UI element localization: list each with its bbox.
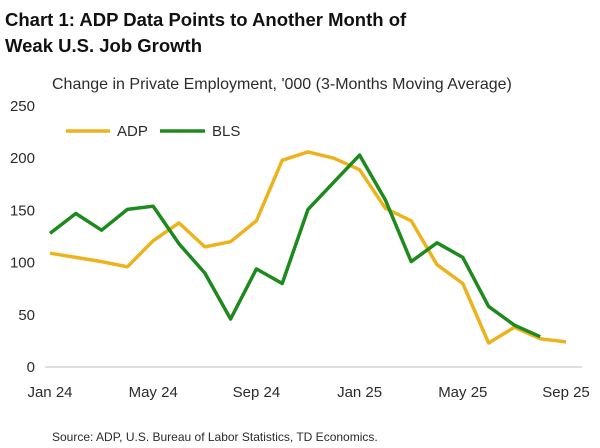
data-point-bls[interactable] xyxy=(124,206,130,212)
y-tick-label: 200 xyxy=(10,150,35,167)
x-tick-label: Sep 24 xyxy=(233,384,281,401)
data-point-adp[interactable] xyxy=(99,259,105,265)
data-point-bls[interactable] xyxy=(357,152,363,158)
data-point-bls[interactable] xyxy=(305,206,311,212)
x-tick-label: Jan 24 xyxy=(27,384,72,401)
y-tick-label: 250 xyxy=(10,98,35,115)
chart-title-line-1: Chart 1: ADP Data Points to Another Mont… xyxy=(5,9,407,30)
data-point-bls[interactable] xyxy=(150,203,156,209)
data-point-adp[interactable] xyxy=(150,238,156,244)
data-point-bls[interactable] xyxy=(99,227,105,233)
chart-subtitle: Change in Private Employment, '000 (3-Mo… xyxy=(52,76,512,93)
data-point-adp[interactable] xyxy=(73,254,79,260)
y-axis-ticks: 0 50 100 150 200 250 xyxy=(10,98,35,376)
data-point-bls[interactable] xyxy=(460,254,466,260)
chart-title-line-2: Weak U.S. Job Growth xyxy=(5,35,202,56)
data-point-adp[interactable] xyxy=(176,220,182,226)
y-tick-label: 150 xyxy=(10,202,35,219)
legend-item-adp[interactable]: ADP xyxy=(66,123,148,140)
data-point-adp[interactable] xyxy=(228,239,234,245)
data-point-bls[interactable] xyxy=(434,240,440,246)
data-point-adp[interactable] xyxy=(331,155,337,161)
legend-item-bls[interactable]: BLS xyxy=(160,123,240,140)
data-point-bls[interactable] xyxy=(176,241,182,247)
x-tick-label: May 25 xyxy=(438,384,487,401)
y-tick-label: 50 xyxy=(18,307,35,324)
data-point-adp[interactable] xyxy=(202,244,208,250)
data-point-bls[interactable] xyxy=(228,316,234,322)
data-point-bls[interactable] xyxy=(408,259,414,265)
x-axis-ticks: Jan 24 May 24 Sep 24 Jan 25 May 25 Sep 25 xyxy=(27,384,589,401)
series-layer xyxy=(47,149,569,346)
data-point-bls[interactable] xyxy=(331,179,337,185)
data-point-adp[interactable] xyxy=(434,262,440,268)
source-note: Source: ADP, U.S. Bureau of Labor Statis… xyxy=(52,430,378,444)
data-point-adp[interactable] xyxy=(124,264,130,270)
x-tick-label: May 24 xyxy=(129,384,178,401)
data-point-adp[interactable] xyxy=(279,157,285,163)
data-point-adp[interactable] xyxy=(460,281,466,287)
x-tick-label: Jan 25 xyxy=(337,384,382,401)
data-point-adp[interactable] xyxy=(563,339,569,345)
data-point-bls[interactable] xyxy=(202,270,208,276)
data-point-adp[interactable] xyxy=(253,218,259,224)
y-tick-label: 0 xyxy=(27,359,35,376)
data-point-adp[interactable] xyxy=(486,340,492,346)
data-point-bls[interactable] xyxy=(511,322,517,328)
data-point-bls[interactable] xyxy=(279,281,285,287)
data-point-bls[interactable] xyxy=(486,303,492,309)
data-point-bls[interactable] xyxy=(47,230,53,236)
data-point-bls[interactable] xyxy=(382,197,388,203)
legend: ADP BLS xyxy=(66,123,240,140)
data-point-adp[interactable] xyxy=(47,250,53,256)
series-line-bls xyxy=(48,153,541,339)
data-point-adp[interactable] xyxy=(408,218,414,224)
legend-label-adp: ADP xyxy=(117,123,148,140)
data-point-bls[interactable] xyxy=(253,266,259,272)
legend-label-bls: BLS xyxy=(212,123,240,140)
data-point-adp[interactable] xyxy=(357,167,363,173)
data-point-bls[interactable] xyxy=(73,211,79,217)
series-line-adp xyxy=(49,150,567,345)
y-tick-label: 100 xyxy=(10,255,35,272)
data-point-bls[interactable] xyxy=(537,334,543,340)
x-tick-label: Sep 25 xyxy=(542,384,590,401)
data-point-adp[interactable] xyxy=(305,149,311,155)
